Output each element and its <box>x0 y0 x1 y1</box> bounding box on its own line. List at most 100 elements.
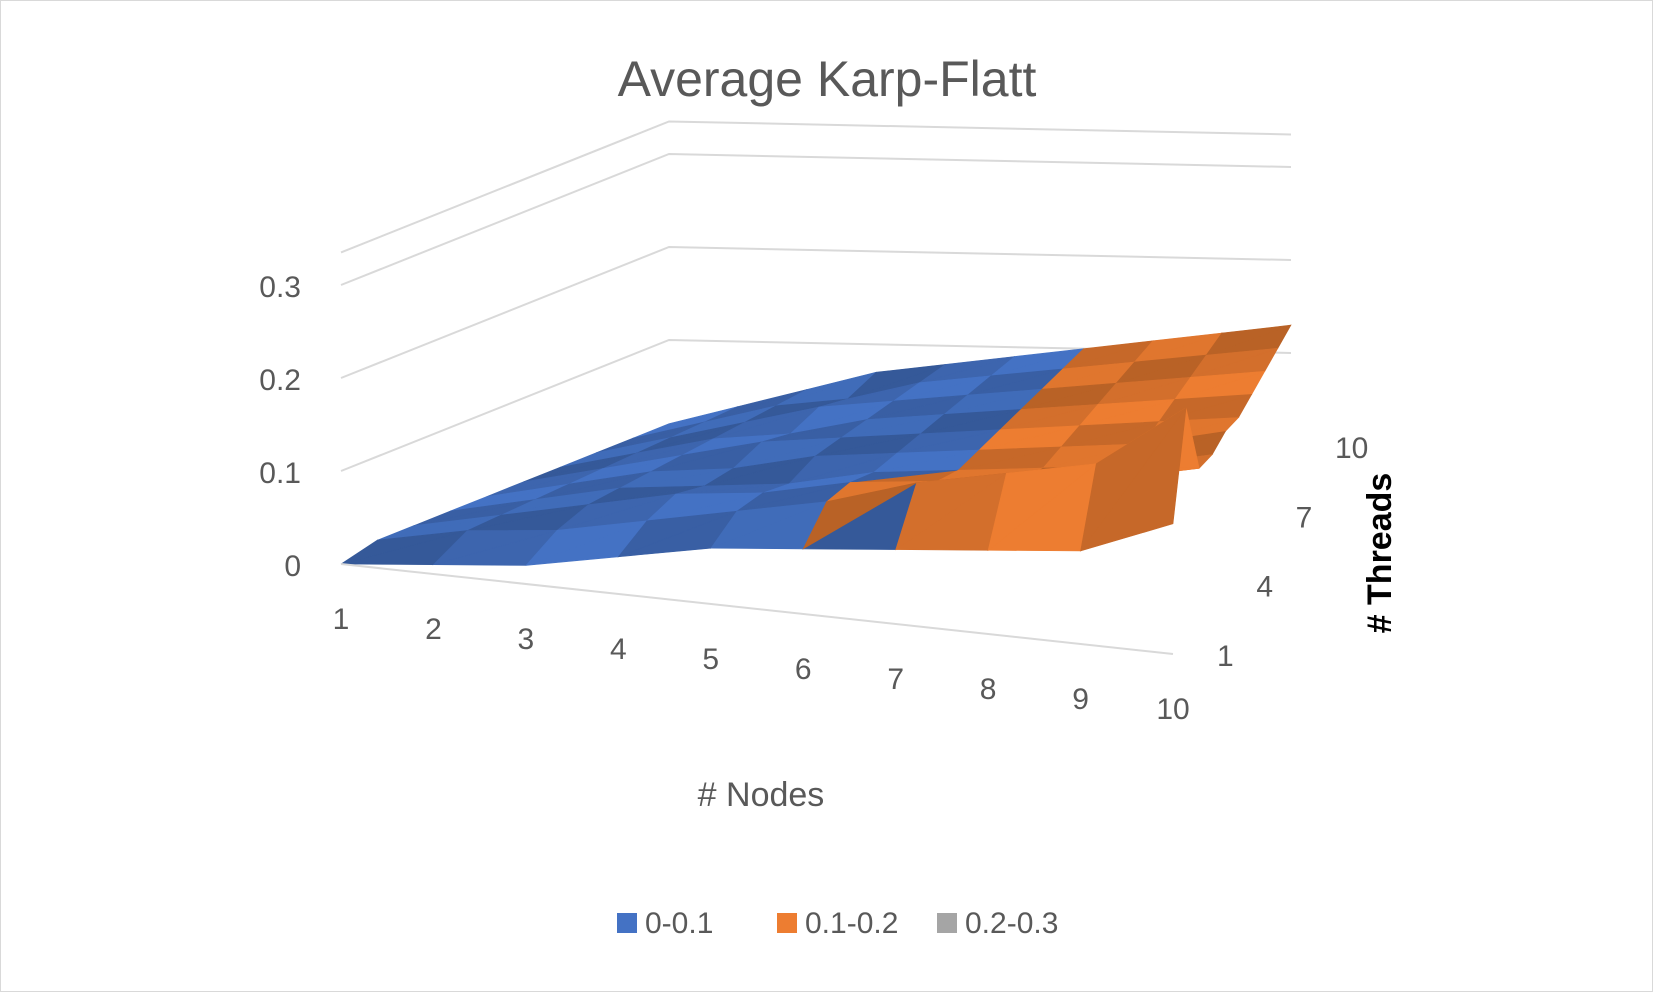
surface-facet <box>850 469 959 483</box>
surface-facet <box>919 356 1015 383</box>
legend: 0-0.1 0.1-0.2 0.2-0.3 <box>617 907 1058 940</box>
surface-facet <box>1080 407 1187 552</box>
surface-facet <box>937 467 1044 482</box>
gridline <box>340 120 1292 254</box>
surface-facet <box>650 441 762 472</box>
x-tick-label: 1 <box>333 603 350 636</box>
surface-facet <box>568 454 683 485</box>
surface-facet <box>709 501 827 549</box>
y-axis-ticks: 1 4 7 10 <box>1217 432 1368 673</box>
surface-facet <box>377 514 502 541</box>
surface-facet <box>595 421 705 454</box>
gridline <box>340 245 1292 379</box>
surface-facet <box>987 463 1098 552</box>
y-tick-label: 1 <box>1217 640 1234 673</box>
z-tick-label: 0.3 <box>259 271 301 304</box>
surface-facet <box>788 452 898 485</box>
surface-facet <box>467 504 589 531</box>
surface-facet <box>814 433 921 457</box>
x-tick-label: 5 <box>702 643 719 676</box>
surface-facet <box>920 409 1022 435</box>
legend-label: 0.2-0.3 <box>965 907 1058 940</box>
surface-facet <box>432 529 558 566</box>
z-tick-label: 0 <box>284 550 301 583</box>
surface-facet <box>775 371 877 407</box>
surface-facet <box>967 368 1063 396</box>
surface-plot <box>340 324 1292 566</box>
chart-title: Average Karp-Flatt <box>618 51 1037 107</box>
surface-facet <box>675 483 790 495</box>
surface-facet <box>896 429 1001 454</box>
surface-facet <box>893 375 992 402</box>
surface-facet <box>732 437 842 469</box>
surface-facet <box>534 471 651 500</box>
surface-facet <box>645 492 763 522</box>
surface-facet <box>818 382 920 408</box>
z-tick-label: 0.2 <box>259 364 301 397</box>
legend-label: 0-0.1 <box>645 907 713 940</box>
surface-facet <box>500 487 620 516</box>
surface-facet <box>704 389 808 423</box>
surface-facet <box>1133 332 1222 363</box>
legend-label: 0.1-0.2 <box>805 907 898 940</box>
gridline <box>340 152 1292 286</box>
surface-facet <box>999 404 1098 431</box>
legend-swatch <box>777 913 797 933</box>
surface-facet <box>450 483 569 512</box>
surface-facet <box>847 364 946 400</box>
surface-facet <box>525 520 648 566</box>
surface-facet <box>790 400 894 435</box>
surface-facet <box>588 485 705 505</box>
surface-facet <box>1205 324 1292 356</box>
surface-facet <box>704 455 816 487</box>
x-axis-ticks: 1 2 3 4 5 6 7 8 9 10 <box>333 603 1190 726</box>
surface-facet <box>990 348 1084 377</box>
surface-facet <box>873 449 980 473</box>
surface-facet <box>1062 340 1153 370</box>
surface-facet <box>602 438 714 469</box>
y-tick-label: 7 <box>1296 501 1313 534</box>
surface-facet <box>340 530 468 565</box>
surface-facet <box>1174 371 1265 400</box>
surface-facet <box>840 414 945 439</box>
y-tick-label: 4 <box>1256 571 1273 604</box>
surface-facet <box>619 468 734 489</box>
x-tick-label: 9 <box>1072 683 1089 716</box>
surface-facet <box>867 394 968 420</box>
floor-edge <box>340 563 1174 655</box>
surface-facet <box>559 437 671 468</box>
surface-facet <box>957 446 1062 471</box>
surface-facet <box>1189 347 1278 378</box>
surface-facet <box>736 482 851 512</box>
floor-edge-line <box>340 563 1174 655</box>
surface-facet <box>1078 399 1175 427</box>
surface-facet <box>762 472 874 494</box>
surface-facet <box>943 388 1042 415</box>
surface-facet <box>744 398 848 423</box>
x-tick-label: 3 <box>518 623 535 656</box>
y-tick-label: 10 <box>1335 432 1368 465</box>
x-tick-label: 7 <box>887 663 904 696</box>
surface-facet <box>713 406 820 440</box>
surface-facet <box>1115 354 1207 384</box>
x-tick-label: 2 <box>425 613 442 646</box>
y-axis-title: # Threads <box>1361 473 1399 634</box>
surface-facet <box>523 452 637 483</box>
surface-facet <box>682 433 791 456</box>
x-tick-label: 6 <box>795 653 812 686</box>
x-tick-label: 10 <box>1156 693 1189 726</box>
x-tick-label: 4 <box>610 633 627 666</box>
x-axis-title: # Nodes <box>698 776 825 814</box>
surface-facet <box>617 510 738 558</box>
surface-facet <box>670 405 777 438</box>
legend-swatch <box>617 913 637 933</box>
surface-facet <box>895 473 1007 551</box>
surface-facet <box>1041 361 1135 390</box>
surface-facet <box>1060 421 1160 448</box>
z-tick-label: 0.1 <box>259 457 301 490</box>
surface-facet <box>556 493 676 531</box>
z-axis-ticks: 0 0.1 0.2 0.3 <box>259 271 301 583</box>
surface-facet <box>802 482 917 550</box>
